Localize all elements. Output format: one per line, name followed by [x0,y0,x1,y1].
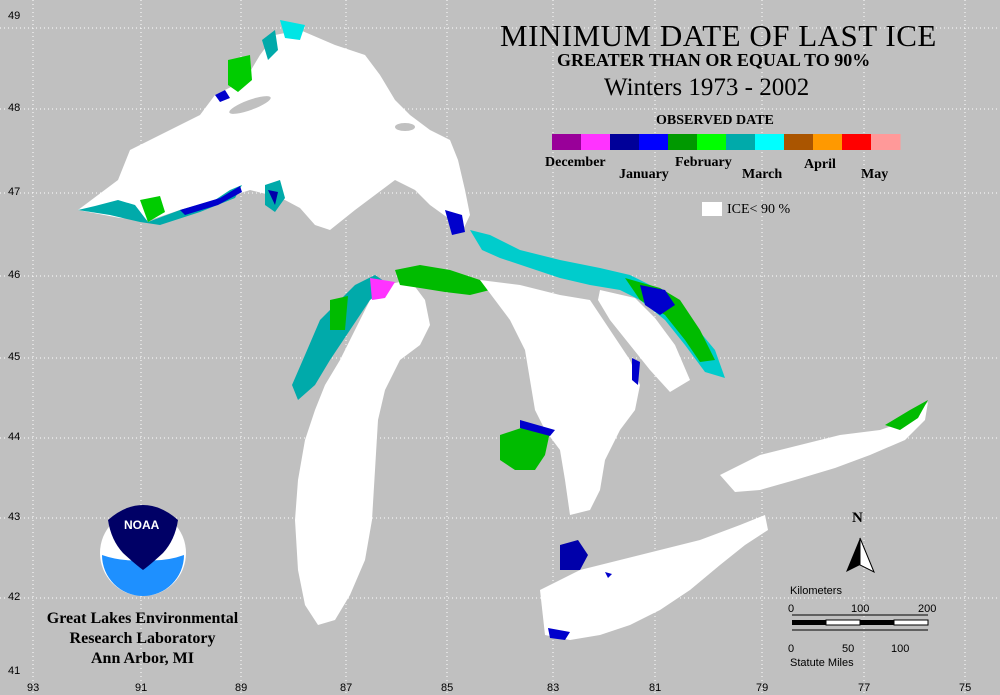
lake-superior [78,20,470,235]
scale-mi-title: Statute Miles [790,657,854,669]
legend-label-december: December [545,155,606,170]
map-subtitle: GREATER THAN OR EQUAL TO 90% [557,50,871,70]
lake-huron [480,280,640,515]
legend-label-march: March [742,167,783,182]
colorbar [552,134,901,150]
lat-label: 41 [8,665,21,677]
lon-label: 83 [547,682,560,694]
colorbar-segment [581,134,611,150]
colorbar-segment [552,134,582,150]
colorbar-segment [871,134,901,150]
noaa-logo [100,505,186,596]
legend-label-january: January [619,167,669,182]
org-line-2: Research Laboratory [69,630,216,647]
colorbar-segment [755,134,785,150]
noaa-logo-text: NOAA [124,518,160,532]
lon-label: 75 [959,682,972,694]
map-title: MINIMUM DATE OF LAST ICE [500,18,937,53]
lake-erie [540,515,768,640]
colorbar-segment [610,134,640,150]
scale-bar [792,614,929,631]
lat-label: 45 [8,351,21,363]
org-line-3: Ann Arbor, MI [91,650,194,667]
scale-km-tick: 100 [851,603,870,615]
lat-label: 47 [8,186,21,198]
scale-km-title: Kilometers [790,585,842,597]
winters-range: Winters 1973 - 2002 [604,74,810,101]
colorbar-segment [842,134,872,150]
lat-label: 48 [8,102,21,114]
lon-label: 77 [858,682,871,694]
colorbar-segment [639,134,669,150]
colorbar-segment [784,134,814,150]
legend-label-may: May [861,167,889,182]
scale-mi-tick: 50 [842,643,855,655]
scale-mi-tick: 100 [891,643,910,655]
north-arrow-icon [846,537,875,574]
colorbar-segment [668,134,698,150]
organization-block: Great Lakes Environmental Research Labor… [30,609,255,669]
colorbar-segment [813,134,843,150]
legend-label-february: February [675,155,732,170]
colorbar-segment [697,134,727,150]
lake-michigan [292,275,430,625]
lake-ontario [720,400,928,492]
legend-title: OBSERVED DATE [656,113,774,128]
north-channel [470,230,725,392]
straits-mackinac [395,265,490,295]
lat-label: 49 [8,10,21,22]
lat-label: 43 [8,511,21,523]
lake-st-clair [560,540,588,570]
colorbar-segment [726,134,756,150]
north-label: N [852,510,863,526]
lon-label: 91 [135,682,148,694]
lat-label: 44 [8,431,21,443]
lon-label: 85 [441,682,454,694]
scale-mi-tick: 0 [788,643,795,655]
lon-label: 93 [27,682,40,694]
lat-label: 42 [8,591,21,603]
org-line-1: Great Lakes Environmental [46,610,239,627]
lon-label: 89 [235,682,248,694]
lat-label: 46 [8,269,21,281]
lon-label: 87 [340,682,353,694]
legend-label-april: April [804,157,836,172]
lon-label: 81 [649,682,662,694]
scale-km-tick: 0 [788,603,795,615]
ice-swatch [702,202,722,216]
lon-label: 79 [756,682,769,694]
scale-km-tick: 200 [918,603,937,615]
ice-label: ICE< 90 % [727,202,791,217]
